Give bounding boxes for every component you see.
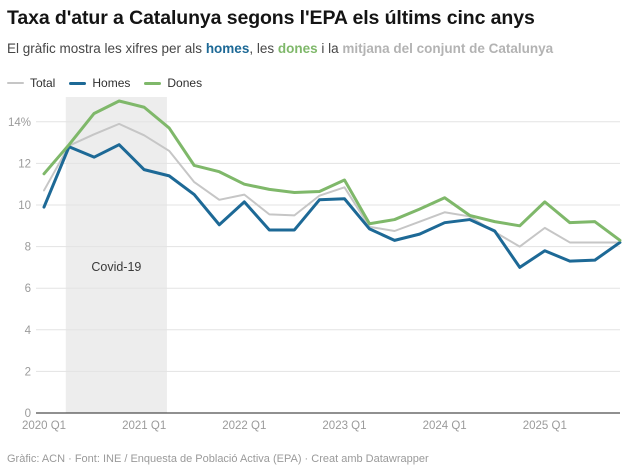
x-axis-label-2022-Q1: 2022 Q1 xyxy=(222,420,266,432)
subtitle-sep1: , les xyxy=(249,41,278,57)
legend-swatch-total xyxy=(7,82,24,84)
y-axis-label-0: 0 xyxy=(25,408,31,420)
y-axis-label-10: 10 xyxy=(18,200,31,212)
line-series-total xyxy=(43,122,621,248)
chart-legend: Total Homes Dones xyxy=(7,76,202,90)
x-axis-label-2024-Q1: 2024 Q1 xyxy=(423,420,467,432)
subtitle-homes-highlight: homes xyxy=(205,41,250,57)
legend-item-dones: Dones xyxy=(144,76,202,90)
subtitle-sep2: i la xyxy=(317,41,343,57)
y-axis-label-6: 6 xyxy=(25,283,31,295)
x-axis-label-2025-Q1: 2025 Q1 xyxy=(523,420,567,432)
chart-subtitle: El gràfic mostra les xifres per als home… xyxy=(7,41,633,56)
covid-highlight-band xyxy=(65,97,167,413)
covid-band-label: Covid-19 xyxy=(91,260,141,274)
x-axis-label-2021-Q1: 2021 Q1 xyxy=(122,420,166,432)
legend-label-total: Total xyxy=(30,76,56,90)
legend-item-homes: Homes xyxy=(69,76,130,90)
legend-item-total: Total xyxy=(7,76,55,90)
subtitle-dones-highlight: dones xyxy=(277,41,318,57)
x-axis-label-2023-Q1: 2023 Q1 xyxy=(322,420,366,432)
line-series-dones xyxy=(42,99,622,242)
y-axis-label-12: 12 xyxy=(18,158,31,170)
legend-swatch-homes xyxy=(69,81,87,85)
y-axis-label-8: 8 xyxy=(25,242,31,254)
y-axis-label-4: 4 xyxy=(25,325,32,337)
legend-label-homes: Homes xyxy=(92,76,131,90)
line-series-homes xyxy=(42,143,622,269)
y-axis-label-2: 2 xyxy=(25,366,31,378)
x-axis-label-2020-Q1: 2020 Q1 xyxy=(22,420,66,432)
chart-header: Taxa d'atur a Catalunya segons l'EPA els… xyxy=(7,6,633,56)
chart-title: Taxa d'atur a Catalunya segons l'EPA els… xyxy=(7,7,535,29)
subtitle-prefix: El gràfic mostra les xifres per als xyxy=(7,41,206,57)
subtitle-mitjana-highlight: mitjana del conjunt de Catalunya xyxy=(342,41,554,57)
attribution-footer: Gràfic: ACN · Font: INE / Enquesta de Po… xyxy=(7,453,429,465)
legend-swatch-dones xyxy=(144,81,162,85)
y-axis-label-14: 14% xyxy=(8,117,31,129)
legend-label-dones: Dones xyxy=(167,76,203,90)
